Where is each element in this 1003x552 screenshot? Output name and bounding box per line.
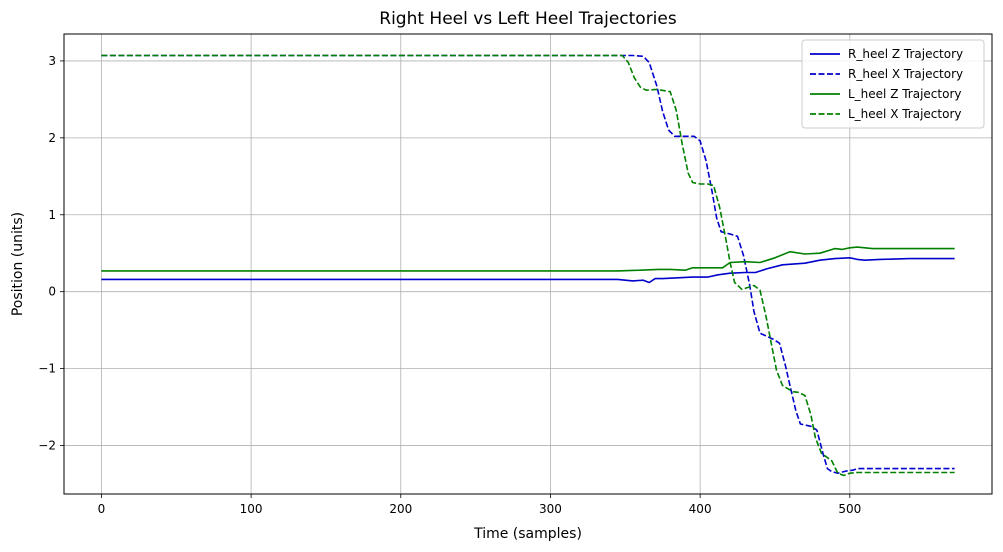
y-tick-label: 1 — [48, 208, 56, 222]
y-tick-label: −1 — [38, 362, 56, 376]
y-tick-label: 2 — [48, 131, 56, 145]
grid — [64, 34, 992, 494]
x-tick-label: 400 — [689, 502, 712, 516]
y-axis-label: Position (units) — [10, 212, 26, 316]
series-line-4 — [101, 54, 955, 477]
legend-label: L_heel Z Trajectory — [848, 87, 962, 101]
chart-title: Right Heel vs Left Heel Trajectories — [379, 9, 677, 29]
x-tick-label: 100 — [240, 502, 263, 516]
series-line-2 — [101, 54, 955, 475]
legend-label: R_heel Z Trajectory — [848, 47, 963, 61]
legend-label: R_heel X Trajectory — [848, 67, 963, 81]
x-tick-label: 300 — [539, 502, 562, 516]
x-tick-label: 0 — [98, 502, 106, 516]
ticks: 0 100 200 300 400 500 −2 −1 0 1 2 3 — [38, 54, 861, 516]
series-line-1 — [101, 256, 955, 284]
y-tick-label: −2 — [38, 439, 56, 453]
legend: R_heel Z Trajectory R_heel X Trajectory L_… — [801, 39, 985, 129]
y-tick-label: 3 — [48, 54, 56, 68]
y-tick-label: 0 — [48, 285, 56, 299]
plot-frame — [63, 33, 993, 495]
x-tick-label: 500 — [838, 502, 861, 516]
legend-box — [801, 39, 985, 129]
legend-label: L_heel X Trajectory — [848, 107, 962, 121]
series-layer — [101, 54, 955, 477]
x-tick-label: 200 — [389, 502, 412, 516]
x-axis-label: Time (samples) — [473, 526, 582, 542]
